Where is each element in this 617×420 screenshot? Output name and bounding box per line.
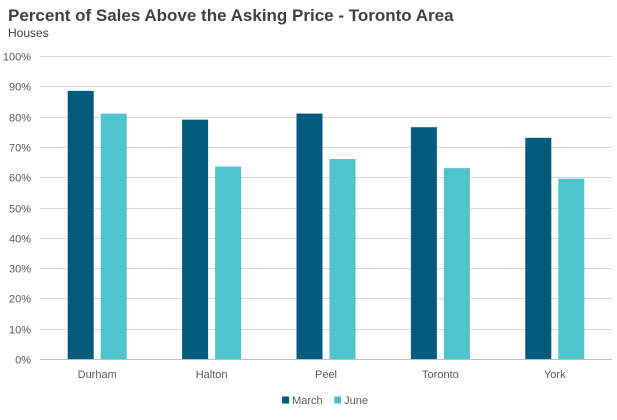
y-tick-label: 70% bbox=[9, 143, 31, 155]
x-tick-label: Durham bbox=[78, 369, 117, 381]
y-tick-label: 100% bbox=[3, 52, 31, 64]
y-tick-label: 40% bbox=[9, 234, 31, 246]
bar-june-york bbox=[558, 178, 585, 359]
bar-march-york bbox=[525, 137, 552, 359]
bar-june-peel bbox=[329, 159, 356, 359]
bar-june-durham bbox=[100, 113, 127, 359]
legend-swatch-june bbox=[334, 396, 342, 404]
legend-swatch-march bbox=[282, 396, 290, 404]
bar-march-durham bbox=[67, 90, 94, 359]
chart-title: Percent of Sales Above the Asking Price … bbox=[8, 6, 454, 25]
y-tick-label: 0% bbox=[15, 355, 31, 367]
y-tick-label: 30% bbox=[9, 264, 31, 276]
legend-label-june: June bbox=[344, 395, 368, 407]
bar-march-toronto bbox=[410, 127, 437, 359]
y-tick-label: 20% bbox=[9, 294, 31, 306]
x-axis-tick-labels: Durham Halton Peel Toronto York bbox=[78, 369, 566, 381]
y-tick-label: 90% bbox=[9, 82, 31, 94]
legend: March June bbox=[282, 395, 368, 407]
x-tick-label: Peel bbox=[315, 369, 337, 381]
y-tick-label: 60% bbox=[9, 173, 31, 185]
bar-march-peel bbox=[296, 113, 323, 359]
grid-lines bbox=[40, 56, 612, 360]
bar-march-halton bbox=[182, 119, 209, 359]
legend-label-march: March bbox=[292, 395, 323, 407]
y-tick-label: 10% bbox=[9, 325, 31, 337]
bar-june-halton bbox=[215, 166, 242, 359]
x-tick-label: York bbox=[544, 369, 566, 381]
chart-subtitle: Houses bbox=[8, 26, 49, 40]
y-axis-tick-labels: 0% 10% 20% 30% 40% 50% 60% 70% 80% 90% 100% bbox=[3, 52, 31, 367]
y-tick-label: 50% bbox=[9, 204, 31, 216]
x-tick-label: Halton bbox=[196, 369, 228, 381]
bar-june-toronto bbox=[443, 168, 470, 359]
bars bbox=[67, 90, 585, 359]
x-tick-label: Toronto bbox=[422, 369, 459, 381]
y-tick-label: 80% bbox=[9, 113, 31, 125]
